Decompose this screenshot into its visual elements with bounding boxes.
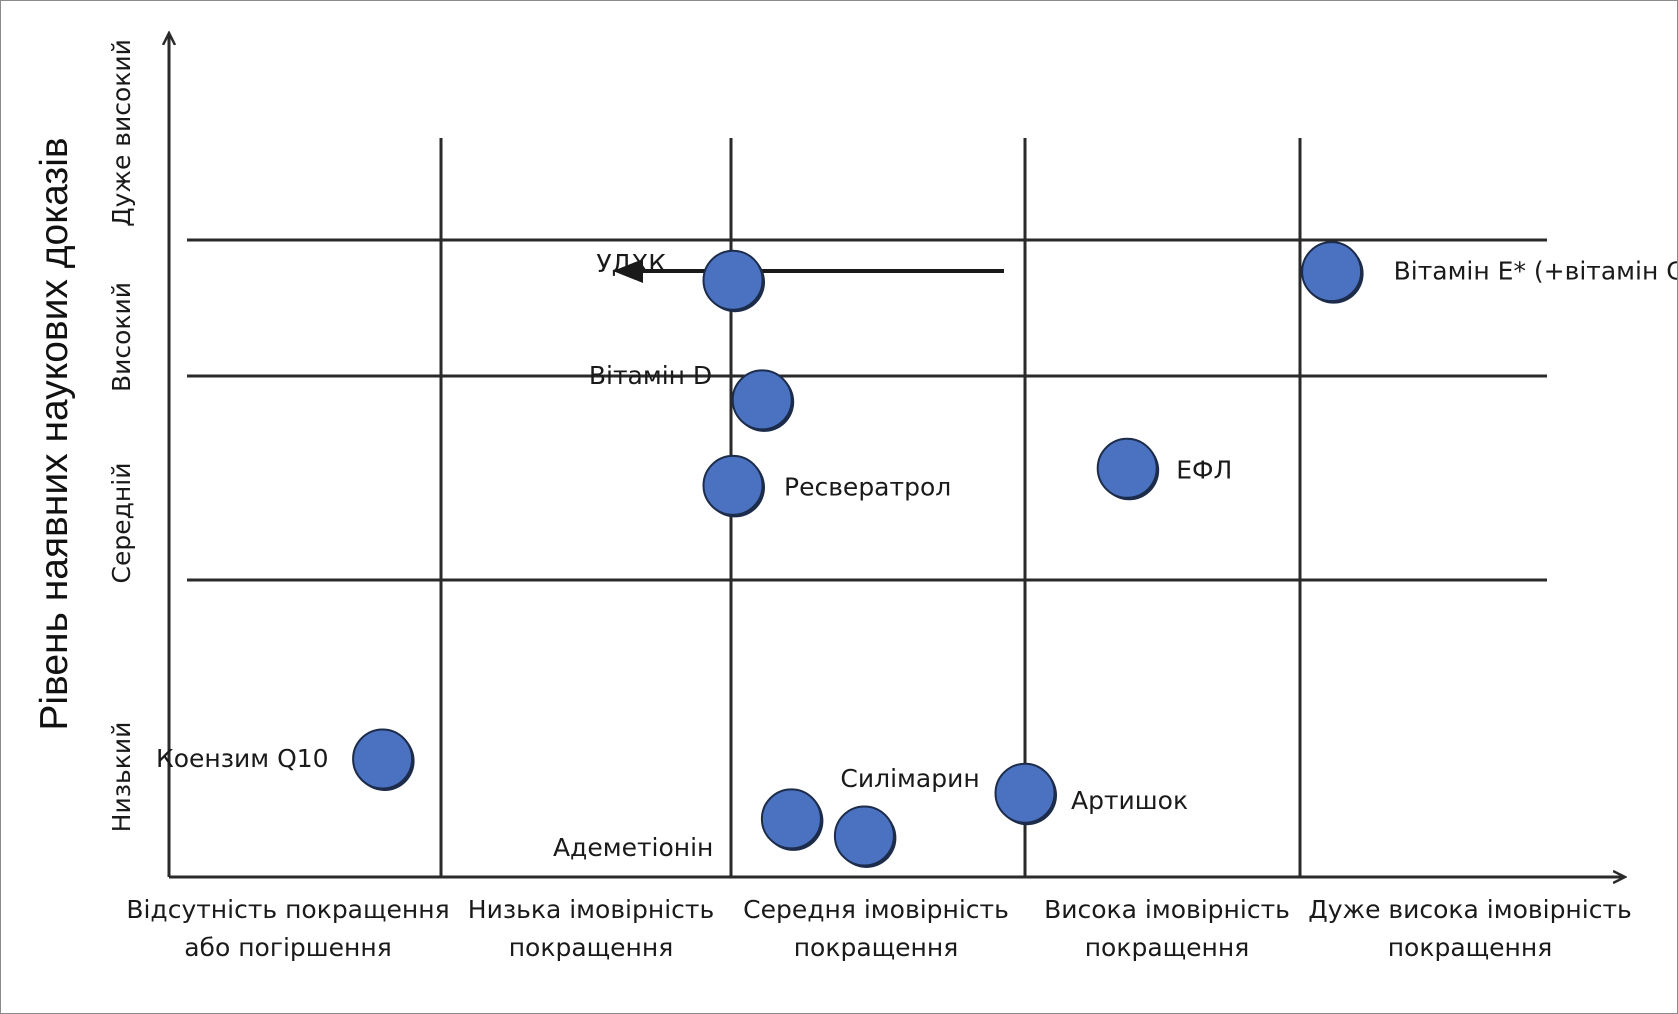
data-point-marker [731,369,793,431]
data-point-label: Адеметіонін [553,833,713,862]
data-point-marker [833,805,895,867]
x-tick-label: Висока імовірність [1044,895,1290,924]
data-point-label: ЕФЛ [1176,455,1232,484]
x-tick-label: Середня імовірність [743,895,1009,924]
data-point-marker [1096,437,1158,499]
x-tick-label: Відсутність покращення [126,895,449,924]
y-tick-label: Високий [107,282,136,392]
y-tick-label: Середній [107,463,136,584]
x-tick-label: покращення [509,933,674,962]
data-point-label: Артишок [1071,786,1188,815]
x-tick-label: покращення [1085,933,1250,962]
y-tick-label: Дуже високий [107,39,136,227]
shift-arrow-head [613,259,643,283]
x-tick-label: покращення [794,933,959,962]
x-tick-label: Низька імовірність [468,895,714,924]
x-tick-label: покращення [1388,933,1553,962]
x-tick-label: або погіршення [184,933,392,962]
data-point-label: Силімарин [840,764,979,793]
data-point-label: Вітамін Е* (+вітамін С) [1394,257,1677,286]
x-tick-labels: Відсутність покращення або погіршення Низь… [126,895,1631,962]
data-point-marker [352,728,414,790]
data-point-marker [994,762,1056,824]
data-point-marker [1301,241,1363,303]
data-points: УДХК Вітамін D Ресвератрол ЕФЛ Вітамін Е* (+… [156,241,1677,868]
x-tick-label: Дуже висока імовірність [1308,895,1632,924]
data-point-label: Вітамін D [589,361,712,390]
y-tick-label: Низький [107,722,136,833]
data-point-marker [702,249,764,311]
data-point-label: Ресвератрол [784,472,951,501]
data-point-marker [760,788,822,850]
data-point-label: Коензим Q10 [156,744,329,773]
y-tick-labels: Низький Середній Високий Дуже високий [107,39,136,832]
y-axis-title: Рівень наявних наукових доказів [33,137,76,730]
data-point-label: УДХК [596,249,666,278]
data-point-marker [702,454,764,516]
